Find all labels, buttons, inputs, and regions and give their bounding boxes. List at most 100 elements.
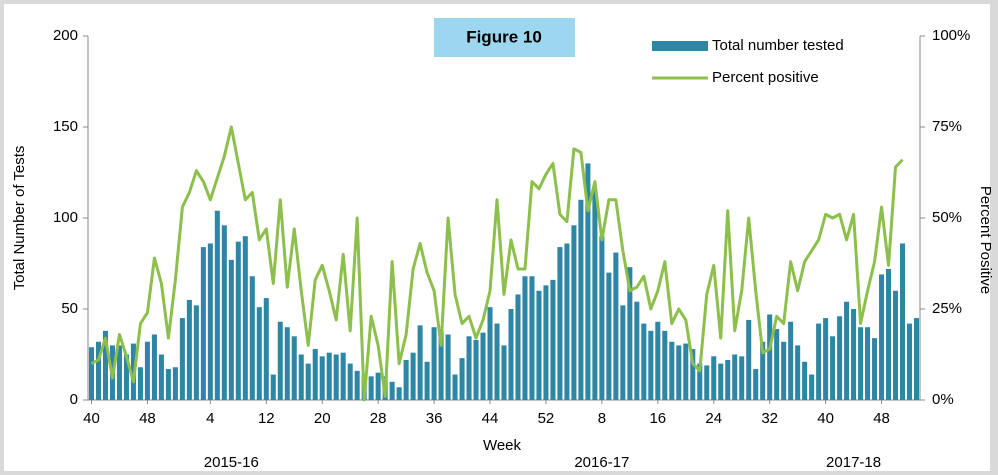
y-axis-title: Total Number of Tests: [11, 146, 28, 291]
y2-tick-label: 25%: [932, 300, 962, 317]
bar: [151, 334, 157, 400]
y2-tick-label: 0%: [932, 391, 954, 408]
y2-tick-label: 75%: [932, 118, 962, 135]
bar: [452, 374, 458, 400]
x-tick-label: 40: [83, 410, 100, 427]
bar: [214, 210, 220, 400]
x-tick-label: 16: [649, 410, 666, 427]
bar: [459, 358, 465, 400]
bar: [746, 319, 752, 400]
bar: [438, 330, 444, 400]
bar: [662, 330, 668, 400]
bar: [774, 329, 780, 400]
bar: [88, 347, 95, 400]
season-label: 2017-18: [826, 454, 881, 471]
bar: [620, 305, 626, 400]
bar: [235, 241, 241, 400]
bar: [704, 365, 710, 400]
bar: [648, 330, 654, 400]
bar: [858, 327, 864, 400]
x-tick-label: 52: [538, 410, 555, 427]
x-tick-label: 24: [705, 410, 722, 427]
bar: [305, 363, 311, 400]
bar: [906, 323, 913, 400]
bar: [298, 354, 304, 400]
bar: [424, 361, 430, 400]
x-tick-label: 48: [873, 410, 890, 427]
bar: [592, 190, 598, 400]
bar: [487, 307, 493, 400]
bar: [823, 318, 829, 400]
y-tick-label: 0: [70, 391, 78, 408]
bar: [767, 314, 773, 400]
x-tick-label: 44: [482, 410, 499, 427]
bar: [410, 352, 416, 400]
x-tick-label: 40: [817, 410, 834, 427]
y2-tick-label: 100%: [932, 27, 970, 44]
line: [90, 125, 904, 402]
bar: [466, 336, 472, 400]
season-label: 2015-16: [204, 454, 259, 471]
bar: [851, 309, 857, 400]
bar: [312, 349, 318, 400]
x-tick-label: 20: [314, 410, 331, 427]
bar: [913, 318, 920, 400]
bar: [634, 301, 640, 400]
bar: [893, 290, 899, 400]
bar: [123, 354, 129, 400]
y-tick-label: 100: [53, 209, 78, 226]
bar: [403, 359, 409, 400]
bar: [480, 332, 486, 400]
bar: [256, 307, 262, 400]
bar: [263, 298, 269, 400]
bar: [781, 341, 787, 400]
bar: [606, 272, 612, 400]
bar: [494, 323, 500, 400]
bar: [837, 316, 843, 400]
bar: [564, 243, 570, 400]
bar: [578, 199, 584, 400]
bar: [669, 341, 675, 400]
bar: [508, 309, 514, 400]
bar: [571, 225, 577, 400]
legend-label: Percent positive: [712, 69, 819, 86]
bar: [417, 325, 423, 400]
figure-label-box: [434, 18, 575, 57]
bar: [641, 323, 647, 400]
bar: [144, 341, 150, 400]
y-tick-label: 150: [53, 118, 78, 135]
bar: [186, 299, 192, 400]
bar: [557, 247, 563, 400]
y-tick-label: 50: [61, 300, 78, 317]
bar: [172, 367, 178, 400]
bar: [242, 236, 248, 400]
bar: [718, 363, 724, 400]
legend-label: Total number tested: [712, 37, 844, 54]
y2-axis-title: Percent Positive: [977, 186, 994, 294]
bar: [95, 341, 102, 400]
x-tick-label: 32: [761, 410, 778, 427]
bar: [886, 268, 892, 400]
bar: [326, 352, 332, 400]
bar: [788, 321, 794, 400]
bar: [753, 369, 759, 400]
bar: [816, 323, 822, 400]
x-tick-label: 36: [426, 410, 443, 427]
bar: [333, 354, 339, 400]
bar: [284, 327, 290, 400]
bar: [354, 370, 360, 400]
y2-tick-label: 50%: [932, 209, 962, 226]
bar: [697, 363, 703, 400]
bar: [200, 247, 206, 400]
bar: [389, 381, 395, 400]
bar: [676, 345, 682, 400]
bar: [844, 301, 850, 400]
bar: [543, 285, 549, 400]
bar: [116, 345, 122, 400]
bar: [347, 363, 353, 400]
bar: [690, 349, 696, 400]
bar: [158, 354, 164, 400]
bar: [522, 276, 528, 400]
bar: [760, 341, 766, 400]
